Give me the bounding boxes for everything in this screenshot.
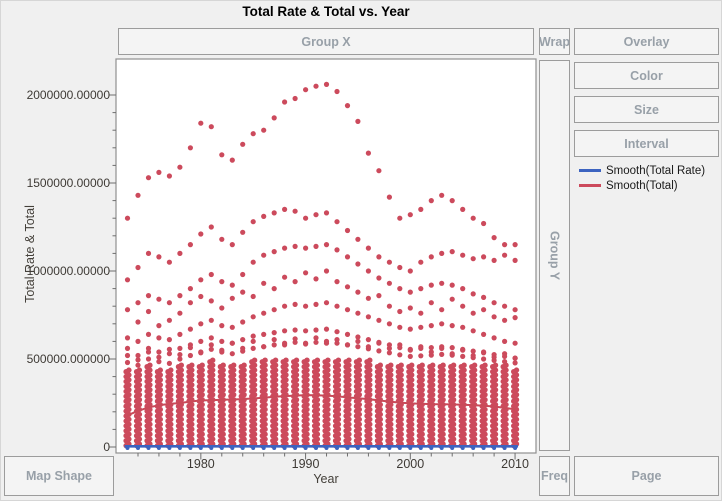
dropzone-freq-label: Freq bbox=[540, 469, 569, 483]
x-tick-label: 2010 bbox=[501, 457, 529, 471]
dropzone-group-x-label: Group X bbox=[301, 34, 351, 49]
axis-ticks bbox=[109, 94, 516, 460]
x-tick-label: 1980 bbox=[186, 457, 215, 471]
dropzone-overlay[interactable]: Overlay bbox=[574, 28, 719, 55]
dropzone-wrap[interactable]: Wrap bbox=[539, 28, 570, 55]
dropzone-page-label: Page bbox=[631, 469, 662, 483]
dropzone-interval[interactable]: Interval bbox=[574, 130, 719, 157]
y-tick-label: 500000.000000 bbox=[26, 352, 110, 366]
legend-item-smooth-total-rate[interactable]: Smooth(Total Rate) bbox=[579, 163, 705, 178]
dropzone-freq[interactable]: Freq bbox=[539, 456, 570, 496]
total-point-columns[interactable] bbox=[123, 357, 520, 449]
legend-label: Smooth(Total Rate) bbox=[606, 164, 706, 177]
dropzone-color[interactable]: Color bbox=[574, 62, 719, 89]
smooth-total-line[interactable] bbox=[127, 394, 516, 417]
y-tick-label: 1500000.00000 bbox=[26, 176, 110, 190]
y-tick-label: 2000000.00000 bbox=[26, 88, 110, 102]
dropzone-size-label: Size bbox=[633, 102, 659, 117]
dropzone-map-shape-label: Map Shape bbox=[26, 469, 92, 483]
total-rate-points[interactable] bbox=[125, 446, 518, 451]
legend-swatch-blue-line bbox=[579, 169, 601, 172]
legend-label: Smooth(Total) bbox=[606, 179, 678, 192]
legend-item-smooth-total[interactable]: Smooth(Total) bbox=[579, 178, 705, 193]
x-tick-label: 1990 bbox=[291, 457, 320, 471]
dropzone-color-label: Color bbox=[630, 68, 663, 83]
legend-swatch-red-line bbox=[579, 184, 601, 187]
dropzone-interval-label: Interval bbox=[624, 136, 669, 151]
dropzone-size[interactable]: Size bbox=[574, 96, 719, 123]
y-tick-label: 0 bbox=[103, 440, 110, 454]
chart-title: Total Rate & Total vs. Year bbox=[242, 4, 410, 19]
dropzone-group-y-label: Group Y bbox=[547, 230, 562, 281]
x-tick-label: 2000 bbox=[396, 457, 425, 471]
dropzone-map-shape[interactable]: Map Shape bbox=[4, 456, 114, 496]
y-tick-label: 1000000.00000 bbox=[26, 264, 110, 278]
dropzone-wrap-label: Wrap bbox=[538, 34, 571, 49]
total-points[interactable] bbox=[124, 81, 518, 374]
x-axis-title: Year bbox=[313, 472, 339, 486]
dropzone-overlay-label: Overlay bbox=[623, 34, 670, 49]
dropzone-page[interactable]: Page bbox=[574, 456, 719, 496]
dropzone-group-x[interactable]: Group X bbox=[118, 28, 534, 55]
dropzone-group-y[interactable]: Group Y bbox=[539, 60, 570, 451]
legend: Smooth(Total Rate) Smooth(Total) bbox=[579, 163, 705, 193]
